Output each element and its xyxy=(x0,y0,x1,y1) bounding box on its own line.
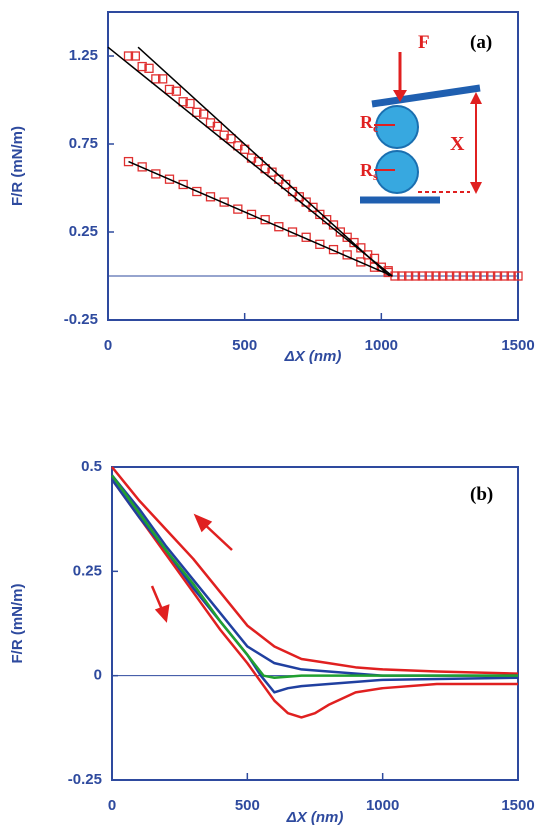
x-tick-label: 0 xyxy=(104,337,112,354)
marker xyxy=(151,169,161,179)
y-tick-label: 0.5 xyxy=(81,458,102,475)
y-tick-label: 1.25 xyxy=(69,47,98,64)
marker xyxy=(240,144,250,154)
marker xyxy=(137,61,147,72)
marker xyxy=(178,97,188,107)
marker xyxy=(458,271,468,281)
marker xyxy=(492,271,503,281)
marker xyxy=(185,98,195,109)
marker xyxy=(158,74,168,84)
x-axis-label: ΔX (nm) xyxy=(284,348,342,365)
x-tick-label: 1000 xyxy=(365,337,398,354)
marker xyxy=(144,63,154,73)
marker xyxy=(233,204,243,214)
annotation: X xyxy=(450,133,465,155)
marker xyxy=(410,271,421,281)
marker xyxy=(137,162,147,172)
y-tick-label: 0.25 xyxy=(73,562,102,579)
curve xyxy=(111,474,518,677)
marker xyxy=(506,271,516,281)
annotation-text: F xyxy=(418,32,430,53)
x-tick-label: 500 xyxy=(232,337,257,354)
marker xyxy=(192,107,202,117)
marker xyxy=(205,192,216,202)
marker xyxy=(171,86,181,96)
x-tick-label: 0 xyxy=(108,797,116,814)
fit-line xyxy=(128,160,393,277)
y-tick-label: -0.25 xyxy=(68,771,102,788)
marker xyxy=(363,250,373,260)
fit-line xyxy=(107,46,393,277)
y-axis-label: F/R (mN/m) xyxy=(9,584,26,664)
marker xyxy=(445,271,455,281)
marker xyxy=(246,209,257,220)
annotation: Rc xyxy=(360,112,378,135)
x-tick-label: 500 xyxy=(235,797,260,814)
annotation-subscript: s xyxy=(373,170,378,183)
marker xyxy=(192,186,202,197)
marker xyxy=(513,271,523,281)
marker xyxy=(287,227,298,237)
marker xyxy=(328,244,339,255)
annotation: Rs xyxy=(360,160,378,183)
x-tick-label: 1000 xyxy=(366,797,399,814)
marker xyxy=(424,271,434,281)
x-tick-label: 1500 xyxy=(501,337,534,354)
x-axis-label: ΔX (nm) xyxy=(286,809,344,826)
marker xyxy=(123,51,134,61)
marker xyxy=(451,271,462,281)
y-tick-label: 0.25 xyxy=(69,223,98,240)
annotation: (a) xyxy=(470,32,492,53)
marker xyxy=(397,271,407,281)
marker xyxy=(226,134,236,144)
plot-frame xyxy=(111,466,519,781)
marker xyxy=(486,271,496,281)
curve xyxy=(110,478,518,719)
y-tick-label: -0.25 xyxy=(64,311,98,328)
marker xyxy=(315,239,325,249)
annotation-text: R xyxy=(360,160,374,180)
curve xyxy=(111,466,519,675)
x-tick-label: 1500 xyxy=(501,797,534,814)
marker xyxy=(199,109,209,119)
annotation-text: (a) xyxy=(470,32,492,53)
marker xyxy=(438,271,448,281)
marker xyxy=(164,84,175,95)
annotation-text: X xyxy=(450,133,465,155)
marker xyxy=(356,257,366,267)
annotation-subscript: c xyxy=(373,122,378,135)
inset-diagram xyxy=(360,52,482,204)
marker xyxy=(151,74,161,84)
marker xyxy=(431,271,441,281)
marker xyxy=(335,227,345,237)
marker xyxy=(465,271,475,281)
y-tick-label: 0.75 xyxy=(69,135,98,152)
marker xyxy=(499,271,509,281)
annotation: (b) xyxy=(470,484,493,505)
marker xyxy=(404,271,414,281)
marker xyxy=(123,156,134,167)
plot-frame xyxy=(107,11,519,321)
marker xyxy=(212,121,222,132)
direction-arrows xyxy=(150,513,233,623)
curve xyxy=(110,474,518,680)
marker xyxy=(479,271,489,281)
y-axis-label: F/R (mN/m) xyxy=(9,126,26,206)
marker xyxy=(472,271,482,281)
annotation: F xyxy=(418,32,430,53)
marker xyxy=(417,271,427,281)
y-tick-label: 0 xyxy=(94,667,102,684)
marker xyxy=(274,222,284,232)
marker xyxy=(164,174,175,184)
fit-line xyxy=(137,46,391,277)
annotation-text: R xyxy=(360,112,374,132)
marker xyxy=(178,179,188,190)
annotation-text: (b) xyxy=(470,484,493,505)
marker xyxy=(130,51,140,61)
